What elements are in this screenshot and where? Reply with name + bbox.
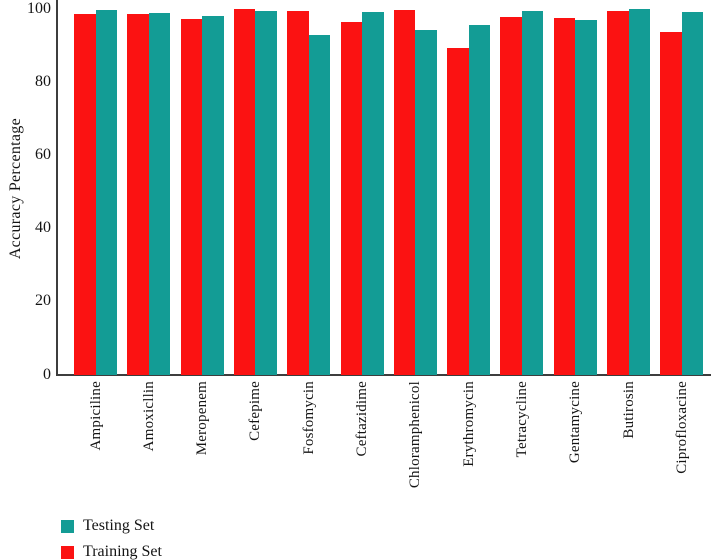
- bar-testing-set-fosfomycin: [308, 34, 331, 375]
- bar-training-set-meropenem: [180, 18, 203, 375]
- legend-item: Training Set: [61, 539, 162, 560]
- bar-training-set-tetracycline: [500, 17, 522, 375]
- x-tick-label: Amoxicllin: [140, 381, 157, 452]
- y-tick-label: 80: [35, 72, 51, 90]
- bar-testing-set-erythromycin: [468, 25, 491, 375]
- bar-testing-set-ampiciline: [95, 10, 117, 375]
- legend-label: Training Set: [83, 543, 162, 560]
- y-tick-label: 60: [35, 145, 51, 163]
- legend-swatch-icon: [61, 545, 74, 559]
- bar-training-set-amoxicllin: [127, 13, 149, 375]
- bar-training-set-ceftazidime: [340, 21, 362, 375]
- bar-training-set-gentamycine: [553, 17, 576, 375]
- x-axis-line: [56, 374, 711, 376]
- x-tick-label: Cefepime: [247, 381, 264, 441]
- bar-testing-set-meropenem: [202, 15, 224, 375]
- y-tick-label: 0: [43, 365, 51, 383]
- bar-training-set-butirosin: [607, 10, 629, 375]
- bar-testing-set-gentamycine: [575, 19, 597, 375]
- x-tick-label: Ciprofloxacine: [673, 381, 690, 474]
- legend-swatch-icon: [61, 519, 74, 533]
- bar-testing-set-tetracycline: [521, 11, 544, 375]
- x-tick-label: Erythromycin: [460, 381, 477, 467]
- bar-training-set-ampiciline: [74, 13, 96, 375]
- x-tick-label: Butirosin: [620, 381, 637, 439]
- y-tick-label: 40: [35, 219, 51, 237]
- x-tick-label: Ceftazidime: [354, 381, 370, 457]
- x-tick-label: Meropenem: [194, 381, 211, 456]
- x-tick-label: Fosfomycin: [300, 381, 317, 455]
- y-tick-label: 100: [27, 0, 51, 17]
- y-tick-label: 20: [35, 292, 51, 310]
- x-tick-label: Tetracycline: [513, 381, 530, 458]
- bar-testing-set-amoxicllin: [148, 12, 171, 375]
- bar-training-set-erythromycin: [447, 47, 469, 375]
- bar-training-set-cefepime: [233, 9, 256, 375]
- x-tick-label: Chloramphenicol: [407, 381, 424, 489]
- bar-training-set-fosfomycin: [287, 11, 309, 375]
- legend-item: Testing Set: [61, 513, 162, 539]
- bar-testing-set-ciprofloxacine: [681, 11, 704, 375]
- bar-testing-set-butirosin: [628, 9, 650, 375]
- bar-testing-set-cefepime: [255, 11, 277, 375]
- bar-training-set-ciprofloxacine: [660, 31, 682, 375]
- bar-testing-set-ceftazidime: [362, 11, 384, 375]
- x-tick-label: Gentamycine: [567, 381, 584, 464]
- y-axis-line: [56, 0, 58, 376]
- bar-testing-set-chloramphenicol: [415, 30, 437, 375]
- legend: Testing Set Training Set: [61, 513, 162, 560]
- x-tick-label: Ampiciline: [87, 381, 104, 451]
- bar-training-set-chloramphenicol: [393, 9, 416, 375]
- legend-label: Testing Set: [83, 517, 155, 534]
